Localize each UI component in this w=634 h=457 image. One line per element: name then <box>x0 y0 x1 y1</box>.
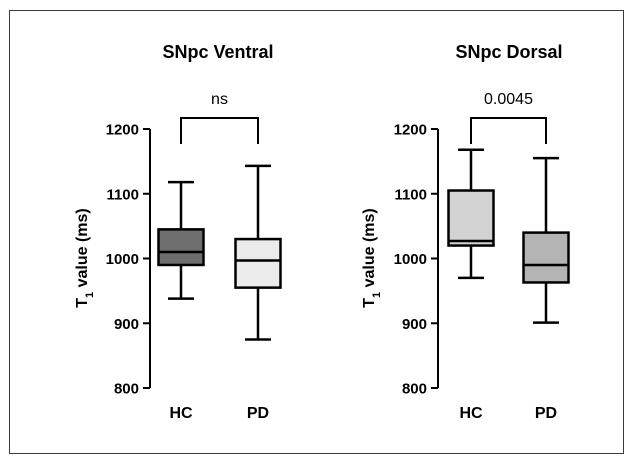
chart-title: SNpc Ventral <box>162 42 273 62</box>
box-hc <box>447 148 495 280</box>
significance-bracket <box>180 117 259 144</box>
x-tick-label: HC <box>169 405 193 422</box>
significance-bracket <box>470 117 547 144</box>
chart-panel-1: SNpc Ventral 800 900 1000 1100 1200 T1 value (… <box>74 42 282 422</box>
box-hc <box>157 180 205 300</box>
x-tick-label: HC <box>459 405 483 422</box>
box-pd <box>522 156 570 324</box>
box-iqr <box>157 228 205 267</box>
y-axis-label: T1 value (ms) <box>74 208 96 308</box>
box-pd <box>234 164 282 341</box>
y-tick-label: 1000 <box>106 251 139 268</box>
y-tick-label: 1200 <box>394 122 427 139</box>
chart-title: SNpc Dorsal <box>455 42 562 62</box>
y-tick-label: 1000 <box>394 251 427 268</box>
y-tick-label: 800 <box>402 381 427 398</box>
y-tick-label: 1200 <box>106 122 139 139</box>
y-tick-label: 800 <box>114 381 139 398</box>
box-iqr <box>234 237 282 289</box>
significance-label: ns <box>211 91 228 108</box>
figure-border <box>9 10 624 454</box>
x-tick-label: PD <box>535 405 557 422</box>
y-axis-label: T1 value (ms) <box>361 208 383 308</box>
x-tick-label: PD <box>247 405 269 422</box>
y-tick-label: 1100 <box>106 186 139 203</box>
y-tick-label: 1100 <box>394 186 427 203</box>
y-tick-label: 900 <box>114 316 139 333</box>
box-iqr <box>447 189 495 247</box>
significance-label: 0.0045 <box>484 91 533 108</box>
chart-panel-2: SNpc Dorsal 800 900 1000 1100 1200 T1 value (m… <box>361 42 570 422</box>
box-iqr <box>522 231 570 284</box>
y-tick-label: 900 <box>402 316 427 333</box>
